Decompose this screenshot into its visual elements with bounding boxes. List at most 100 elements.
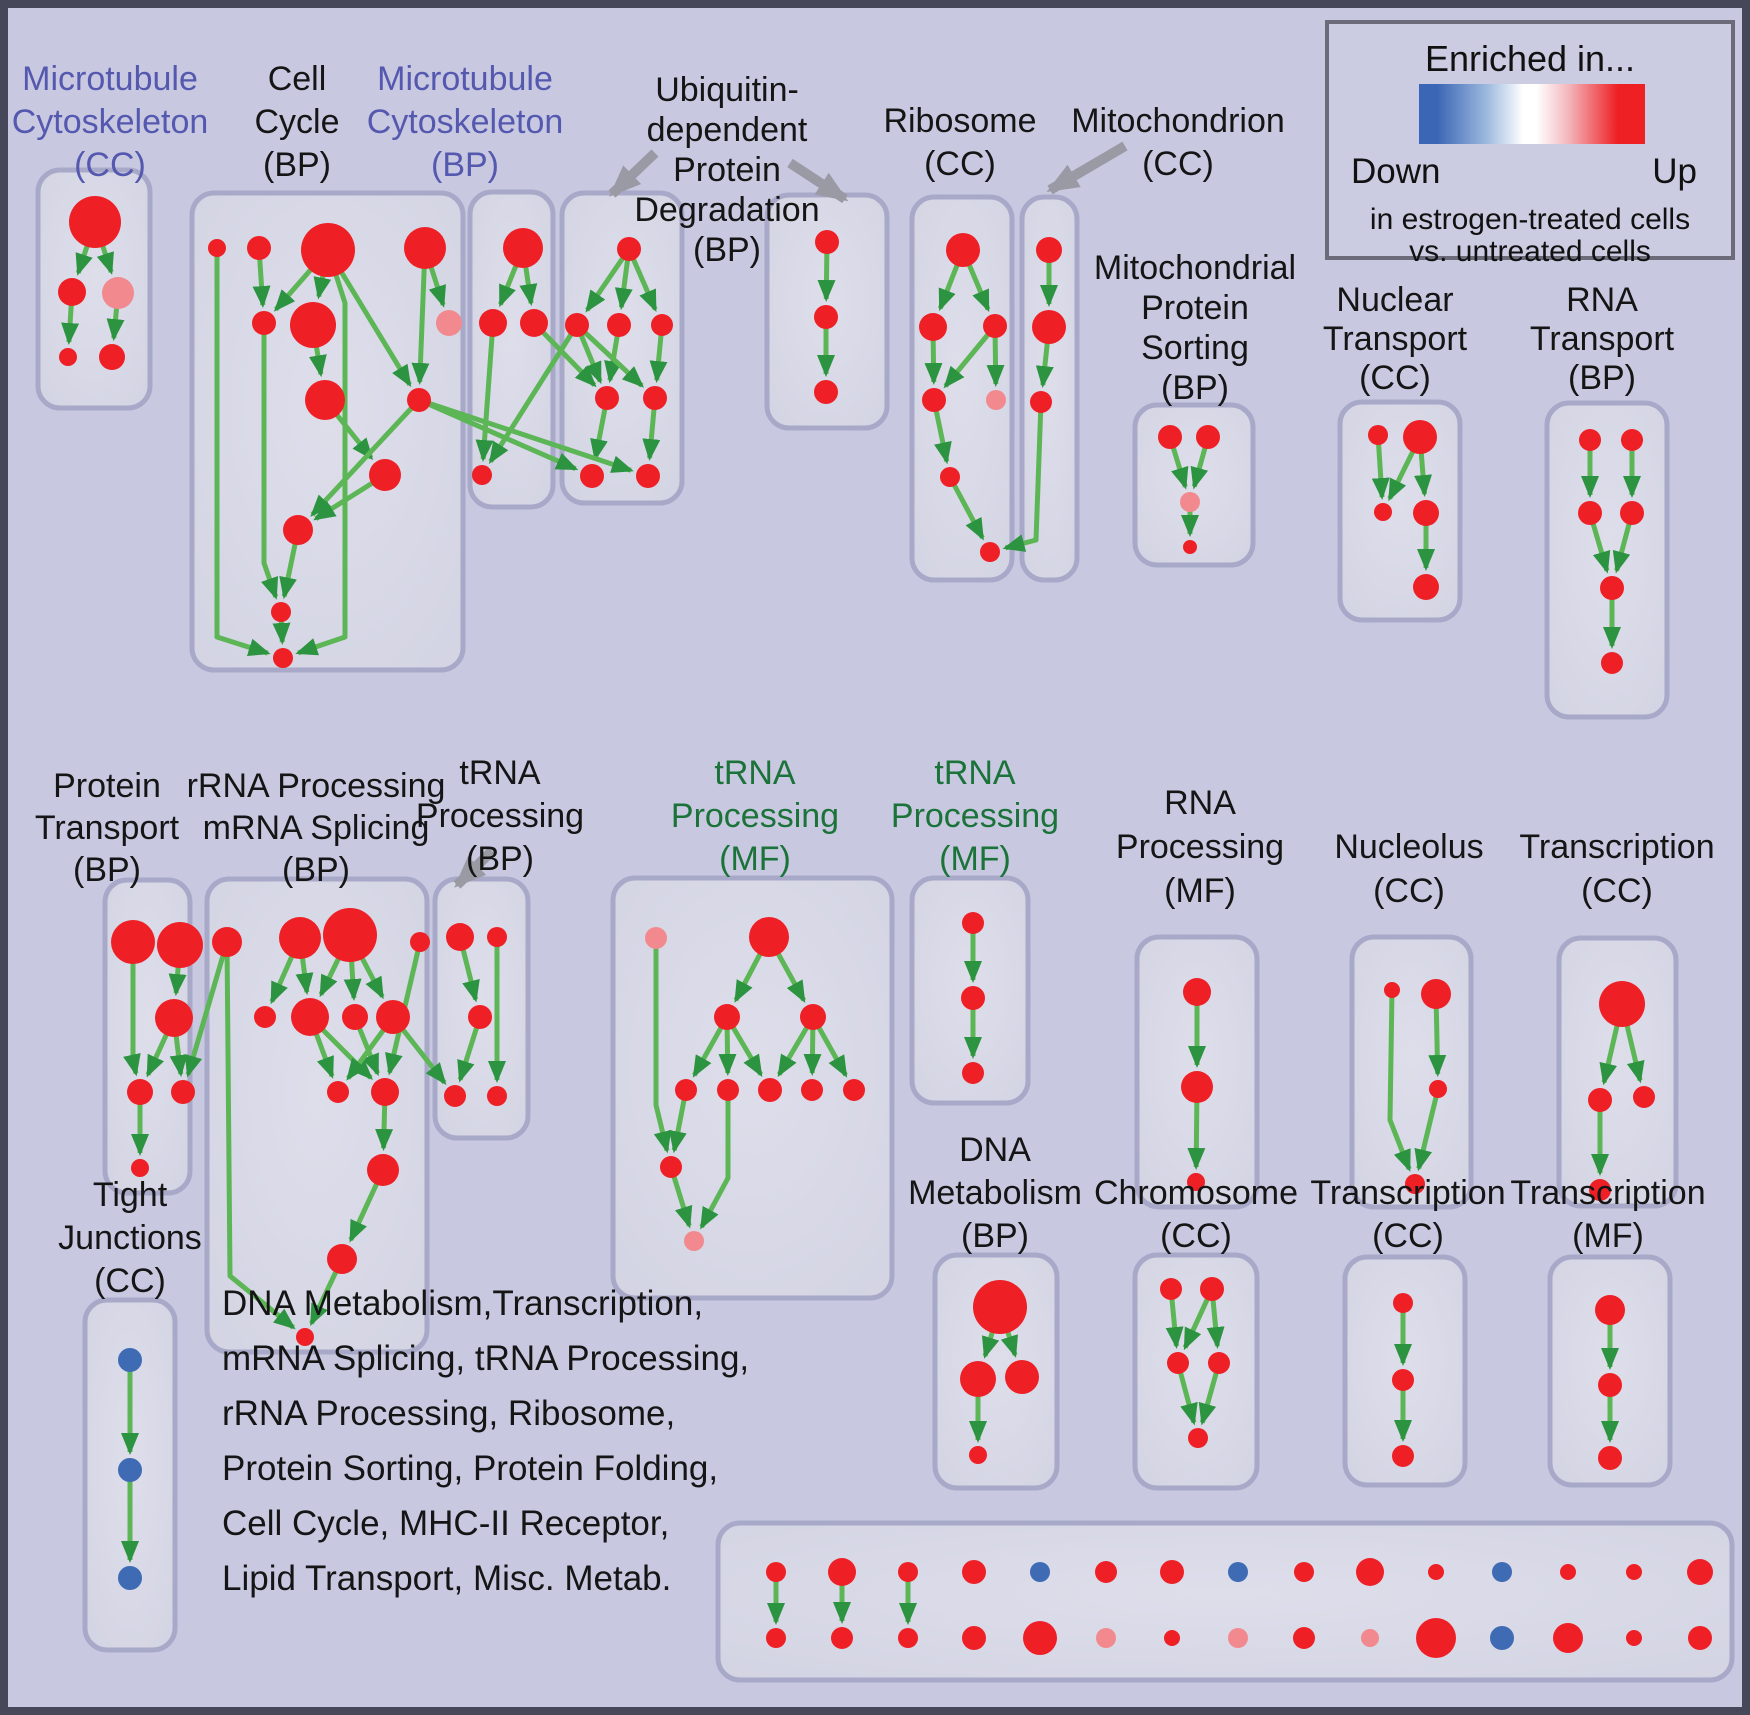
go-term-node bbox=[404, 227, 446, 269]
go-term-node bbox=[1633, 1086, 1655, 1108]
go-term-node bbox=[580, 464, 604, 488]
edge-arrow bbox=[699, 1090, 731, 1230]
go-term-node bbox=[1620, 501, 1644, 525]
go-term-node bbox=[1023, 1621, 1057, 1655]
label-transcription-cc-bottom: Transcription (CC) bbox=[1310, 1174, 1506, 1255]
go-term-node bbox=[1413, 500, 1439, 526]
go-term-node bbox=[1158, 425, 1182, 449]
go-term-node bbox=[1030, 391, 1052, 413]
edge-arrow bbox=[653, 938, 672, 1154]
cluster-box-microtubule-cytoskeleton-bp bbox=[467, 189, 556, 510]
go-term-node bbox=[58, 278, 86, 306]
go-term-node bbox=[1196, 425, 1220, 449]
go-term-node bbox=[660, 1156, 682, 1178]
go-term-node bbox=[327, 1244, 357, 1274]
go-term-node bbox=[651, 314, 673, 336]
go-term-node bbox=[323, 908, 377, 962]
go-term-node bbox=[1392, 1445, 1414, 1467]
edge-arrow bbox=[214, 248, 271, 656]
go-term-node bbox=[1392, 1369, 1414, 1391]
go-term-node bbox=[1626, 1630, 1642, 1646]
go-term-node bbox=[1030, 1562, 1050, 1582]
go-term-node bbox=[1208, 1352, 1230, 1374]
cluster-box-transcription-mf bbox=[1547, 1254, 1673, 1488]
go-term-node bbox=[342, 1004, 368, 1030]
nodes-layer bbox=[58, 196, 1713, 1658]
go-term-node bbox=[1294, 1562, 1314, 1582]
go-term-node bbox=[283, 515, 313, 545]
go-term-node bbox=[1553, 1623, 1583, 1653]
go-term-node bbox=[1403, 420, 1437, 454]
label-ubiquitin-dependent-protein-degradation-bp: Ubiquitin- dependent Protein Degradation… bbox=[634, 71, 820, 269]
go-term-node bbox=[962, 912, 984, 934]
go-term-node bbox=[717, 1079, 739, 1101]
edge-arrow bbox=[411, 247, 430, 386]
go-term-node bbox=[1428, 1564, 1444, 1580]
go-term-node bbox=[643, 386, 667, 410]
go-term-node bbox=[1384, 982, 1400, 998]
go-term-node bbox=[503, 228, 543, 268]
edge-arrow bbox=[475, 322, 496, 463]
go-term-node bbox=[1167, 1352, 1189, 1374]
go-term-node bbox=[962, 1626, 986, 1650]
edge-arrow bbox=[184, 941, 230, 1078]
cluster-box-transcription-cc-top bbox=[1556, 935, 1679, 1209]
go-term-node bbox=[1599, 981, 1645, 1027]
label-cell-cycle-bp: Cell Cycle (BP) bbox=[254, 60, 340, 184]
go-term-node bbox=[444, 1085, 466, 1107]
label-pointer-arrow bbox=[608, 149, 659, 198]
go-term-node bbox=[59, 348, 77, 366]
edge-arrow bbox=[224, 941, 296, 1330]
go-term-node bbox=[212, 927, 242, 957]
go-term-node bbox=[1688, 1626, 1712, 1650]
go-term-node bbox=[675, 1079, 697, 1101]
go-term-node bbox=[301, 223, 355, 277]
go-term-node bbox=[636, 464, 660, 488]
edge-arrow bbox=[1414, 1088, 1441, 1172]
go-term-node bbox=[814, 305, 838, 329]
label-trna-processing-bp: tRNA Processing (BP) bbox=[415, 754, 585, 878]
label-ribosome-cc: Ribosome (CC) bbox=[883, 102, 1037, 183]
go-term-node bbox=[1393, 1293, 1413, 1313]
label-microtubule-cytoskeleton-cc: Microtubule Cytoskeleton (CC) bbox=[11, 60, 209, 184]
go-term-node bbox=[1600, 576, 1624, 600]
go-term-node bbox=[1429, 1080, 1447, 1098]
go-term-node bbox=[1626, 1564, 1642, 1580]
label-trna-processing-mf-1: tRNA Processing (MF) bbox=[670, 754, 840, 878]
go-term-node bbox=[1356, 1558, 1384, 1586]
cluster-box-dna-metabolism-bp bbox=[932, 1252, 1060, 1491]
go-term-node bbox=[684, 1231, 704, 1251]
go-term-node bbox=[1096, 1628, 1116, 1648]
go-term-node bbox=[487, 1086, 507, 1106]
go-term-node bbox=[155, 999, 193, 1037]
go-term-node bbox=[327, 1081, 349, 1103]
go-term-node bbox=[1183, 978, 1211, 1006]
go-term-node bbox=[831, 1627, 853, 1649]
go-term-node bbox=[1032, 310, 1066, 344]
legend-title: Enriched in... bbox=[1424, 38, 1636, 79]
go-term-node bbox=[102, 277, 134, 309]
go-term-node bbox=[1421, 979, 1451, 1009]
go-term-node bbox=[252, 311, 276, 335]
go-term-node bbox=[980, 542, 1000, 562]
go-term-node bbox=[940, 467, 960, 487]
go-term-node bbox=[969, 1446, 987, 1464]
go-term-node bbox=[828, 1558, 856, 1586]
go-term-node bbox=[171, 1080, 195, 1104]
go-term-node bbox=[1598, 1373, 1622, 1397]
edge-arrow bbox=[943, 324, 997, 389]
go-term-node bbox=[898, 1562, 918, 1582]
label-misc-terms: DNA Metabolism,Transcription, mRNA Splic… bbox=[222, 1284, 750, 1598]
cluster-box-chromosome-cc bbox=[1132, 1252, 1260, 1491]
go-term-node bbox=[1188, 1428, 1208, 1448]
label-dna-metabolism-bp: DNA Metabolism (BP) bbox=[908, 1131, 1082, 1255]
edge-arrow bbox=[295, 249, 348, 656]
edge-arrow bbox=[575, 323, 645, 388]
go-term-node bbox=[118, 1566, 142, 1590]
go-term-node bbox=[1621, 429, 1643, 451]
go-term-node bbox=[291, 998, 329, 1036]
go-term-node bbox=[371, 1078, 399, 1106]
label-chromosome-cc: Chromosome (CC) bbox=[1093, 1174, 1299, 1255]
legend-down-label: Down bbox=[1351, 152, 1441, 191]
go-term-node bbox=[595, 386, 619, 410]
